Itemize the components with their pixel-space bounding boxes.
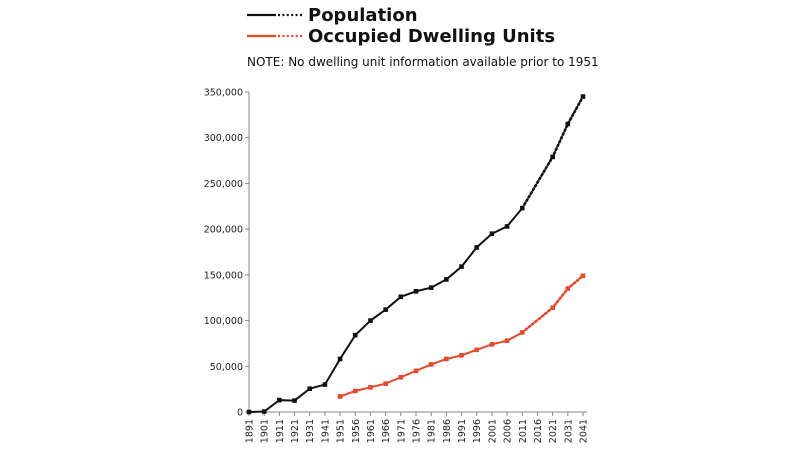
- legend-entry-population: Population: [247, 5, 418, 26]
- data-point: [277, 397, 282, 403]
- data-point: [474, 347, 480, 353]
- chart-note: NOTE: No dwelling unit information avail…: [247, 55, 599, 69]
- x-tick-label: 1941: [320, 419, 331, 443]
- data-point: [383, 307, 388, 312]
- x-tick-label: 1956: [351, 419, 362, 443]
- data-point: [459, 264, 464, 269]
- x-tick-label: 1891: [245, 419, 256, 443]
- data-point: [383, 381, 388, 386]
- data-point: [413, 368, 419, 374]
- data-point: [398, 374, 404, 380]
- data-point: [550, 305, 555, 311]
- y-tick-label: 350,000: [204, 88, 243, 99]
- data-point: [428, 362, 434, 367]
- data-point: [459, 353, 464, 358]
- y-tick-label: 50,000: [210, 362, 243, 373]
- series-line-projected: [520, 95, 585, 210]
- data-point: [580, 273, 586, 279]
- series-layer: [246, 94, 586, 415]
- y-tick-label: 250,000: [204, 179, 243, 190]
- data-point: [489, 342, 495, 347]
- data-point: [565, 286, 571, 291]
- x-tick-label: 2041: [579, 419, 590, 443]
- x-tick-label: 2011: [518, 419, 529, 443]
- x-tick-label: 1991: [457, 419, 468, 443]
- x-tick-label: 2031: [563, 419, 574, 443]
- data-point: [368, 385, 373, 390]
- y-tick-label: 300,000: [204, 133, 243, 144]
- x-tick-label: 1986: [442, 419, 453, 443]
- data-point: [565, 121, 571, 127]
- series-line-projected: [520, 274, 585, 334]
- data-point: [444, 277, 449, 282]
- data-point: [307, 386, 313, 391]
- data-point: [519, 330, 525, 335]
- x-tick-label: 1961: [366, 419, 377, 443]
- data-point: [413, 289, 419, 294]
- x-tick-label: 2006: [503, 419, 514, 443]
- data-point: [489, 231, 495, 237]
- data-point: [292, 398, 297, 403]
- data-point: [519, 205, 525, 211]
- x-tick-label: 1951: [336, 419, 347, 443]
- x-tick-label: 1976: [412, 419, 423, 443]
- x-axis-ticks: 1891 1901 1911 1921 1931 1941 1951 1956 1961 1966…: [245, 412, 590, 443]
- x-tick-label: 1931: [305, 419, 316, 443]
- x-tick-label: 1921: [290, 419, 301, 443]
- x-tick-label: 2021: [548, 419, 559, 443]
- data-point: [337, 394, 343, 399]
- data-point: [261, 409, 267, 414]
- data-point: [352, 388, 358, 394]
- x-tick-label: 2016: [533, 419, 544, 443]
- data-point: [474, 245, 480, 250]
- y-axis-ticks: 0 50,000 100,000 150,000 200,000 250,000 300,0…: [204, 88, 249, 419]
- legend-entry-dwelling-units: Occupied Dwelling Units: [247, 26, 555, 47]
- data-point: [428, 285, 434, 290]
- series-0: [246, 94, 586, 415]
- x-tick-label: 1901: [260, 419, 271, 443]
- data-point: [337, 356, 343, 362]
- data-point: [444, 356, 449, 362]
- data-point: [398, 294, 404, 300]
- data-point: [368, 318, 373, 323]
- data-point: [504, 224, 510, 229]
- series-1: [337, 273, 586, 399]
- data-point: [504, 338, 510, 343]
- data-point: [580, 94, 586, 99]
- y-tick-label: 200,000: [204, 225, 243, 236]
- data-point: [246, 409, 252, 415]
- x-tick-label: 1981: [427, 419, 438, 443]
- data-point: [352, 332, 358, 338]
- y-tick-label: 100,000: [204, 316, 243, 327]
- data-point: [550, 154, 555, 160]
- x-tick-label: 1911: [275, 419, 286, 443]
- legend-label-dwelling-units: Occupied Dwelling Units: [308, 26, 555, 47]
- x-tick-label: 1971: [396, 419, 407, 443]
- legend-label-population: Population: [308, 5, 418, 26]
- legend: Population Occupied Dwelling Units: [247, 5, 555, 47]
- x-tick-label: 1996: [472, 419, 483, 443]
- x-tick-label: 1966: [381, 419, 392, 443]
- data-point: [322, 382, 328, 387]
- y-tick-label: 0: [237, 408, 243, 419]
- y-tick-label: 150,000: [204, 270, 243, 281]
- axes: [248, 92, 587, 413]
- x-tick-label: 2001: [487, 419, 498, 443]
